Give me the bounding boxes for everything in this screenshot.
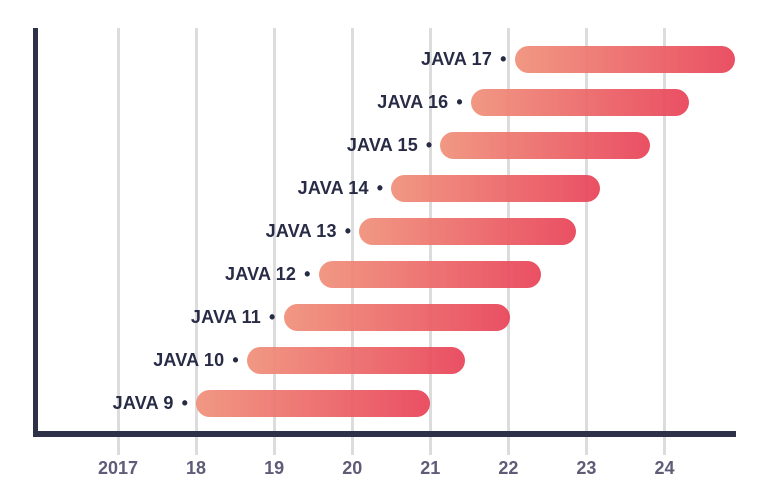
row-label-text: JAVA 9 <box>112 392 174 413</box>
row-label: JAVA 15 • <box>347 132 433 159</box>
timeline-bar <box>196 389 431 417</box>
row-label-text: JAVA 10 <box>153 349 225 370</box>
row-label-text: JAVA 17 <box>420 48 493 69</box>
year-gridline <box>272 28 276 455</box>
row-label-text: JAVA 14 <box>297 177 369 198</box>
x-tick-label: 21 <box>420 458 441 478</box>
bullet-dot-icon: • <box>500 48 507 69</box>
x-tick-label: 2017 <box>97 458 139 478</box>
x-tick-label: 18 <box>186 458 207 478</box>
bullet-dot-icon: • <box>376 177 384 198</box>
timeline-bar <box>359 217 577 245</box>
bullet-dot-icon: • <box>269 306 276 327</box>
row-label-text: JAVA 16 <box>377 91 449 112</box>
bullet-dot-icon: • <box>232 349 239 370</box>
year-gridline <box>584 28 588 455</box>
bullet-dot-icon: • <box>425 134 433 155</box>
row-label: JAVA 10 • <box>153 347 239 374</box>
row-label: JAVA 14 • <box>298 175 384 202</box>
bullet-dot-icon: • <box>304 263 311 284</box>
row-label: JAVA 17 • <box>421 46 507 73</box>
row-label: JAVA 11 • <box>191 304 276 331</box>
row-label: JAVA 13 • <box>266 218 352 245</box>
row-label: JAVA 12 • <box>225 261 311 288</box>
year-gridline <box>662 28 666 455</box>
timeline-bar <box>283 303 510 331</box>
timeline-bar <box>440 131 651 159</box>
timeline-bar <box>470 88 689 116</box>
x-tick-label: 24 <box>654 458 675 478</box>
timeline-bar <box>514 45 735 73</box>
row-label-text: JAVA 11 <box>190 306 261 327</box>
year-gridline <box>194 28 198 455</box>
year-gridline <box>116 28 120 455</box>
row-label: JAVA 9 • <box>113 390 188 417</box>
row-label-text: JAVA 12 <box>225 263 297 284</box>
timeline-bar <box>246 346 466 374</box>
x-tick-label: 22 <box>498 458 519 478</box>
bullet-dot-icon: • <box>344 220 352 241</box>
x-tick-label: 23 <box>576 458 597 478</box>
bullet-dot-icon: • <box>456 91 463 112</box>
row-label: JAVA 16 • <box>377 89 463 116</box>
timeline-bar <box>318 260 542 288</box>
y-axis-line <box>33 28 38 437</box>
timeline-bar <box>391 174 601 202</box>
x-axis-line <box>33 431 736 437</box>
bullet-dot-icon: • <box>181 392 189 413</box>
x-tick-label: 19 <box>264 458 285 478</box>
x-tick-label: 20 <box>342 458 363 478</box>
year-gridline <box>350 28 354 455</box>
row-label-text: JAVA 15 <box>346 134 418 155</box>
row-label-text: JAVA 13 <box>265 220 337 241</box>
